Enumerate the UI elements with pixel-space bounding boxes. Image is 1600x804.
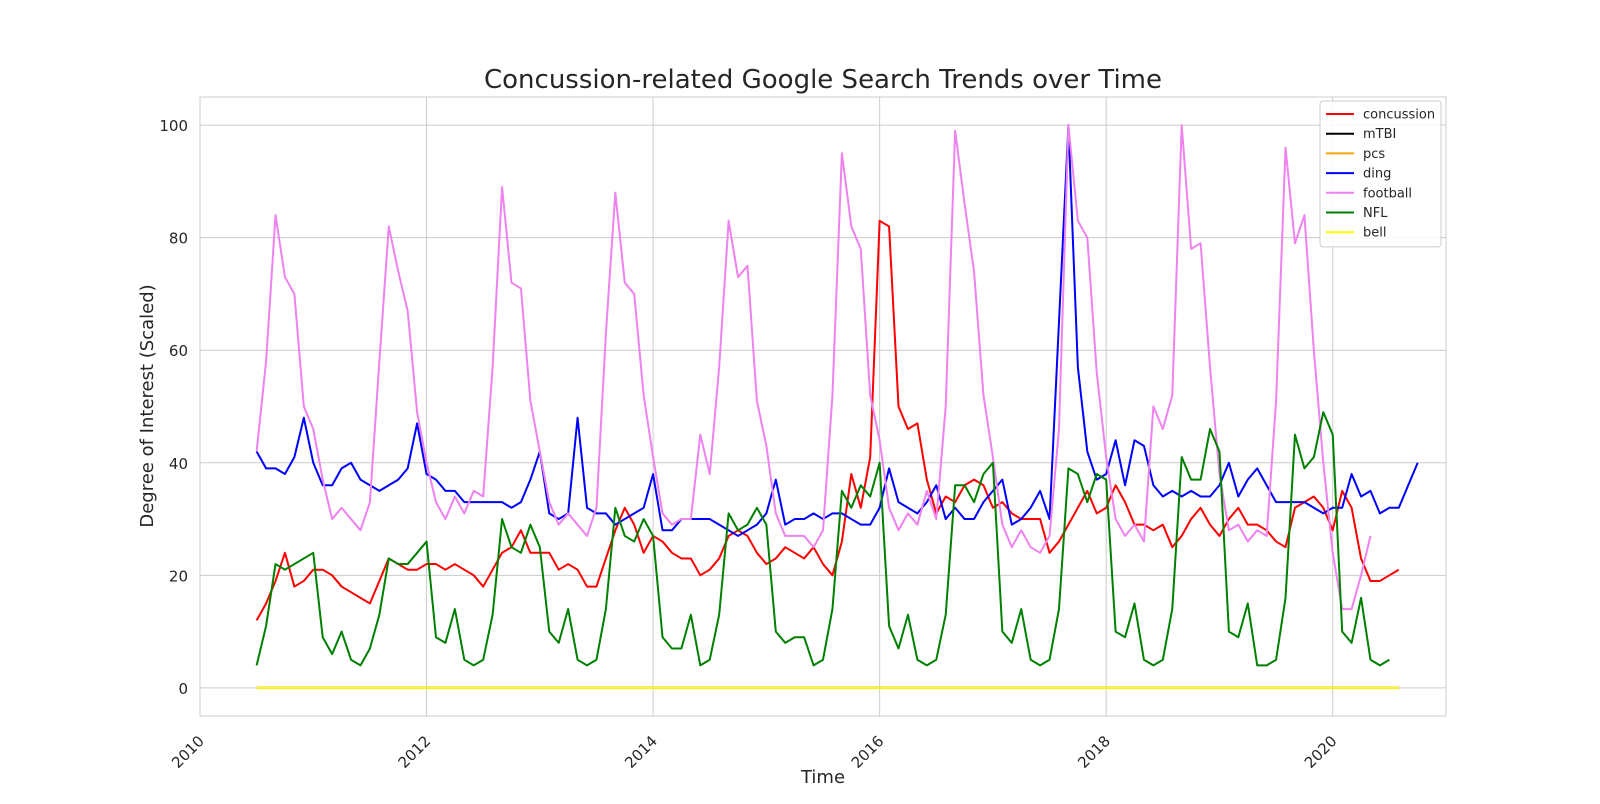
legend-label: ding	[1363, 167, 1391, 182]
grid-layer	[199, 97, 1446, 716]
legend-label: bell	[1363, 226, 1386, 241]
x-tick-label: 2016	[848, 732, 888, 772]
y-axis-label: Degree of Interest (Scaled)	[137, 284, 158, 527]
legend-label: football	[1363, 186, 1412, 201]
tick-layer: 0 20 40 60 80 100 2010 2012 2014 2016 2018 2020	[159, 117, 1340, 772]
y-tick-label: 20	[169, 567, 188, 585]
y-tick-label: 0	[178, 680, 188, 698]
series-layer	[255, 124, 1419, 689]
legend-label: pcs	[1363, 147, 1385, 162]
y-tick-label: 80	[169, 230, 188, 248]
x-tick-label: 2012	[395, 732, 435, 772]
legend-box	[1319, 100, 1442, 248]
x-tick-label: 2014	[621, 732, 661, 772]
legend-label: NFL	[1363, 206, 1388, 221]
series-line-nfl	[255, 411, 1390, 667]
legend-label: concussion	[1363, 108, 1435, 123]
y-tick-label: 100	[159, 117, 188, 135]
series-line-concussion	[255, 219, 1400, 621]
x-tick-label: 2018	[1074, 732, 1114, 772]
x-tick-label: 2010	[168, 732, 208, 772]
chart-title: Concussion-related Google Search Trends …	[484, 65, 1162, 95]
legend-label: mTBI	[1363, 127, 1396, 142]
y-tick-label: 60	[169, 342, 188, 360]
legend: concussion mTBI pcs ding football NFL bell	[1319, 100, 1442, 248]
y-tick-label: 40	[169, 455, 188, 473]
plot-frame	[199, 96, 1447, 717]
series-line-football	[255, 124, 1372, 611]
series-line-ding	[255, 124, 1419, 537]
x-axis-label: Time	[800, 767, 845, 788]
x-tick-label: 2020	[1301, 732, 1341, 772]
